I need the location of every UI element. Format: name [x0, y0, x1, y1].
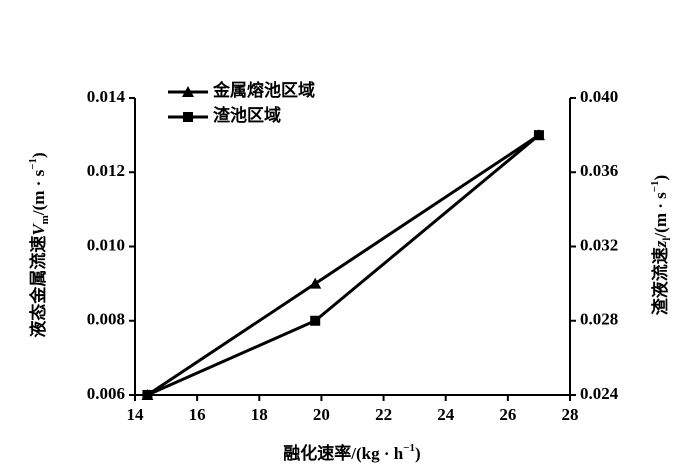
x-tick-label: 26	[499, 405, 516, 424]
marker-triangle	[309, 277, 322, 289]
legend-label: 渣池区域	[213, 105, 281, 125]
x-tick-label: 14	[127, 405, 145, 424]
x-tick-label: 28	[562, 405, 579, 424]
marker-square	[533, 130, 544, 141]
marker-triangle	[182, 86, 194, 97]
y2-tick-label: 0.040	[580, 87, 618, 106]
x-tick-label: 18	[251, 405, 268, 424]
y-tick-label: 0.006	[87, 384, 125, 403]
marker-square	[310, 315, 321, 326]
y-tick-label: 0.010	[87, 235, 125, 254]
y2-tick-label: 0.036	[580, 161, 618, 180]
legend-label: 金属熔池区域	[212, 80, 315, 100]
x-tick-label: 22	[375, 405, 392, 424]
series-line	[146, 133, 540, 397]
y2-tick-label: 0.028	[580, 310, 618, 329]
y2-tick-label: 0.032	[580, 235, 618, 254]
marker-square	[142, 390, 153, 400]
x-axis-label: 融化速率/(kg · h−1)	[283, 442, 420, 463]
x-tick-label: 16	[189, 405, 206, 424]
y-tick-label: 0.014	[87, 87, 126, 106]
x-tick-label: 24	[437, 405, 455, 424]
y2-axis-label: 渣液流速zl/(m · s−1)	[649, 175, 673, 315]
y-tick-label: 0.008	[87, 310, 125, 329]
y-axis-label: 液态金属流速Vm/(m · s−1)	[27, 152, 51, 337]
y-tick-label: 0.012	[87, 161, 125, 180]
x-tick-label: 20	[313, 405, 330, 424]
marker-square	[183, 112, 193, 122]
y2-tick-label: 0.024	[580, 384, 619, 403]
